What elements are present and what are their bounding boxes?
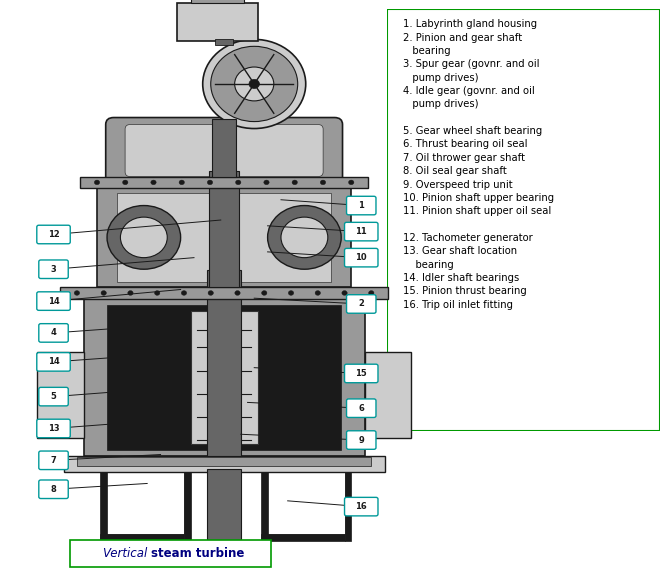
Bar xyxy=(209,171,239,287)
FancyBboxPatch shape xyxy=(39,260,68,278)
FancyBboxPatch shape xyxy=(345,364,378,383)
Circle shape xyxy=(181,291,187,295)
Bar xyxy=(107,305,341,450)
Bar xyxy=(215,39,233,45)
Circle shape xyxy=(120,217,167,258)
Text: 7: 7 xyxy=(51,456,56,465)
Bar xyxy=(104,450,184,534)
Circle shape xyxy=(292,180,298,185)
Circle shape xyxy=(107,206,181,269)
Text: 6: 6 xyxy=(359,404,364,413)
FancyBboxPatch shape xyxy=(125,124,323,177)
Circle shape xyxy=(211,46,298,122)
FancyBboxPatch shape xyxy=(70,540,271,567)
Circle shape xyxy=(101,291,106,295)
Circle shape xyxy=(264,180,269,185)
Text: 9: 9 xyxy=(359,435,364,445)
Text: 1: 1 xyxy=(359,201,364,210)
FancyBboxPatch shape xyxy=(345,497,378,516)
Circle shape xyxy=(155,291,160,295)
Bar xyxy=(264,450,345,534)
Circle shape xyxy=(349,180,354,185)
Circle shape xyxy=(94,180,100,185)
Circle shape xyxy=(342,291,347,295)
Circle shape xyxy=(235,67,274,101)
Text: 11: 11 xyxy=(355,227,367,236)
Bar xyxy=(100,446,107,541)
Circle shape xyxy=(128,291,133,295)
Text: 1. Labyrinth gland housing
2. Pinion and gear shaft
   bearing
3. Spur gear (gov: 1. Labyrinth gland housing 2. Pinion and… xyxy=(403,19,554,310)
Text: 3: 3 xyxy=(51,265,56,274)
Bar xyxy=(345,446,351,541)
Text: Vertical: Vertical xyxy=(102,547,151,560)
Text: 2: 2 xyxy=(359,299,364,309)
Text: 13: 13 xyxy=(47,424,60,433)
Circle shape xyxy=(268,206,341,269)
Circle shape xyxy=(281,217,328,258)
Text: 4: 4 xyxy=(51,328,56,338)
Bar xyxy=(212,119,236,177)
Text: 14: 14 xyxy=(47,296,60,306)
Bar xyxy=(77,457,371,466)
Circle shape xyxy=(262,291,267,295)
Text: steam turbine: steam turbine xyxy=(151,547,245,560)
Circle shape xyxy=(369,291,374,295)
Circle shape xyxy=(179,180,185,185)
FancyBboxPatch shape xyxy=(106,118,343,184)
FancyBboxPatch shape xyxy=(39,324,68,342)
Text: 12: 12 xyxy=(47,230,60,239)
FancyBboxPatch shape xyxy=(39,451,68,470)
Bar xyxy=(184,446,191,541)
Bar xyxy=(84,299,365,456)
FancyBboxPatch shape xyxy=(37,292,70,310)
Bar xyxy=(100,534,184,541)
Bar xyxy=(191,0,244,3)
Circle shape xyxy=(207,180,213,185)
FancyBboxPatch shape xyxy=(387,9,660,431)
Bar xyxy=(60,287,388,299)
Circle shape xyxy=(288,291,294,295)
Bar xyxy=(64,456,385,472)
Bar xyxy=(191,311,258,444)
FancyBboxPatch shape xyxy=(37,225,70,244)
Bar xyxy=(37,352,84,438)
Bar xyxy=(207,270,241,456)
Text: 10: 10 xyxy=(355,253,367,262)
Bar xyxy=(177,3,258,41)
Circle shape xyxy=(235,291,240,295)
FancyBboxPatch shape xyxy=(347,399,376,417)
Circle shape xyxy=(151,180,156,185)
Bar xyxy=(97,188,351,287)
FancyBboxPatch shape xyxy=(39,387,68,406)
Bar xyxy=(261,446,268,541)
Text: 8: 8 xyxy=(51,485,56,494)
Bar xyxy=(80,177,368,188)
Circle shape xyxy=(315,291,320,295)
Circle shape xyxy=(249,79,260,89)
Bar xyxy=(207,469,241,541)
Text: 14: 14 xyxy=(47,357,60,367)
FancyBboxPatch shape xyxy=(345,222,378,241)
FancyBboxPatch shape xyxy=(347,196,376,215)
Bar xyxy=(117,193,331,282)
FancyBboxPatch shape xyxy=(345,248,378,267)
Text: 15: 15 xyxy=(355,369,367,378)
Bar xyxy=(261,534,345,541)
FancyBboxPatch shape xyxy=(347,431,376,449)
Circle shape xyxy=(122,180,128,185)
Circle shape xyxy=(235,180,241,185)
Circle shape xyxy=(320,180,326,185)
Circle shape xyxy=(74,291,80,295)
FancyBboxPatch shape xyxy=(39,480,68,499)
FancyBboxPatch shape xyxy=(37,419,70,438)
FancyBboxPatch shape xyxy=(37,353,70,371)
Bar xyxy=(365,352,411,438)
Circle shape xyxy=(203,39,306,129)
Text: 5: 5 xyxy=(51,392,56,401)
Circle shape xyxy=(208,291,213,295)
Text: 16: 16 xyxy=(355,502,367,511)
FancyBboxPatch shape xyxy=(347,295,376,313)
